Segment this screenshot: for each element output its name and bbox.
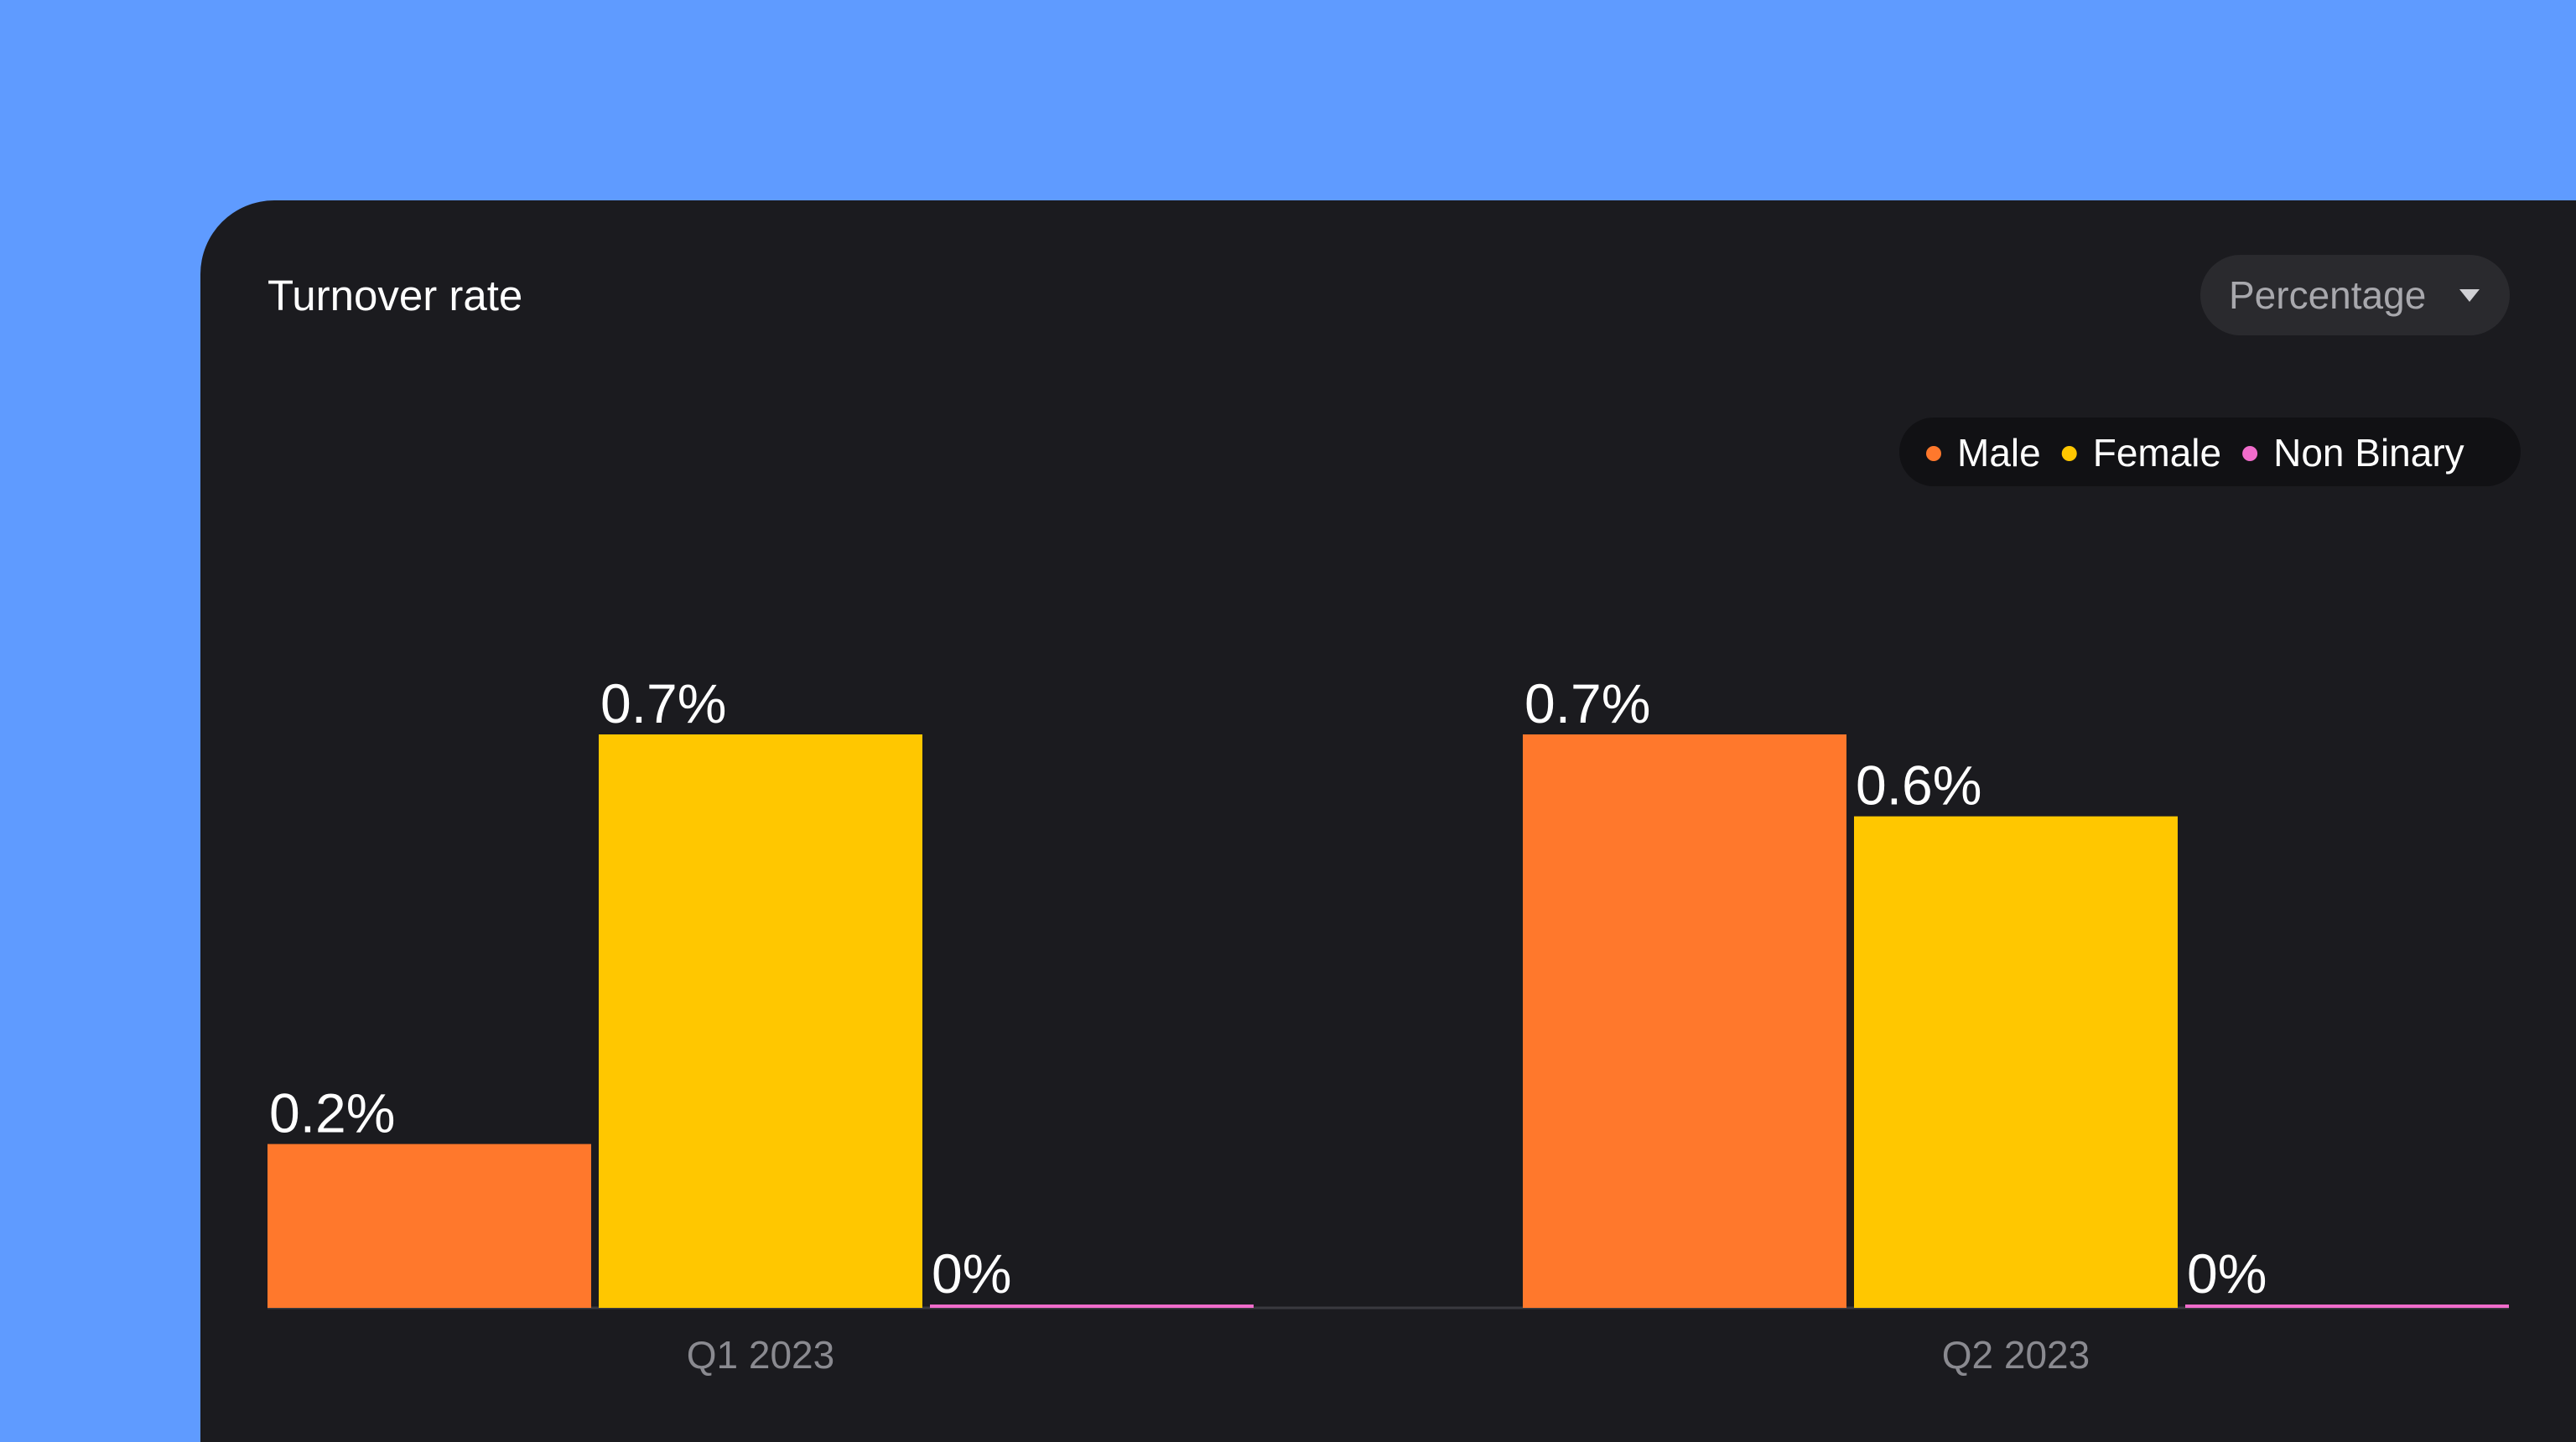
bar [2185,1305,2509,1308]
bar [930,1305,1254,1308]
bar [599,734,922,1308]
value-label: 0% [932,1242,1011,1305]
dropdown-caret[interactable] [2459,289,2480,302]
dropdown-bg[interactable] [2200,255,2510,335]
bar [1523,734,1846,1308]
chart-title: Turnover rate [267,272,522,319]
value-label: 0.7% [600,672,726,734]
dropdown-label[interactable]: Percentage [2229,273,2426,317]
dropdown[interactable]: Percentage [2200,255,2510,335]
legend-label: Non Binary [2273,431,2464,475]
legend-label: Female [2093,431,2221,475]
bar [1854,816,2178,1308]
x-tick-label: Q1 2023 [687,1333,834,1377]
plot: 0.2% 0.7% 0% Q1 2023 0.7% 0.6% 0% Q2 2023 [267,672,2509,1377]
legend-marker [2061,446,2077,461]
legend-marker [1926,446,1941,461]
legend-marker [2242,446,2258,461]
legend-bg [1899,418,2521,486]
value-label: 0.7% [1524,672,1650,734]
value-label: 0.6% [1856,755,1981,817]
value-label: 0.2% [269,1082,395,1144]
bar [267,1144,591,1308]
legend: Male Female Non Binary [1926,431,2464,475]
legend-label: Male [1957,431,2041,475]
x-tick-label: Q2 2023 [1942,1333,2090,1377]
value-label: 0% [2187,1242,2267,1305]
